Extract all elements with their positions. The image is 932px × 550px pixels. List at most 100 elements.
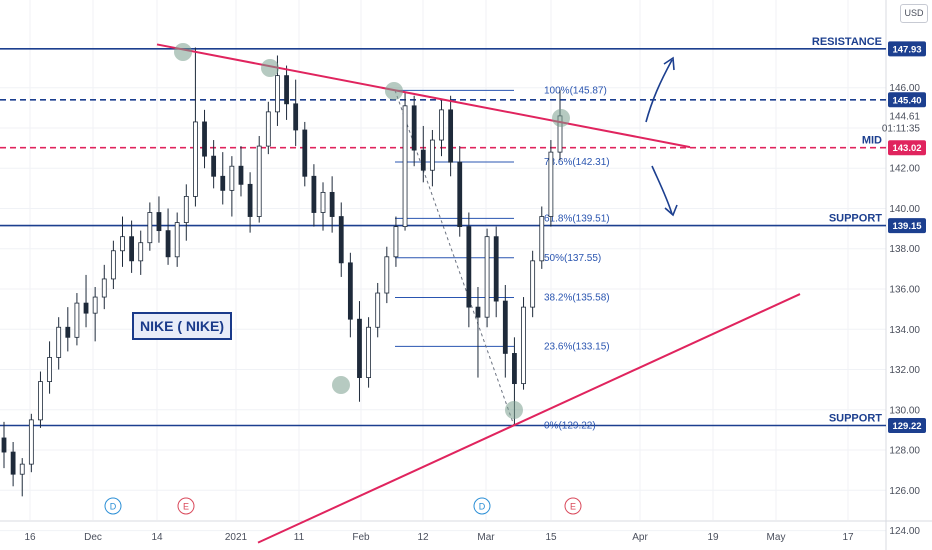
price-tick-label: 128.00 (889, 446, 920, 457)
time-tick-label: 17 (842, 532, 854, 543)
price-tag (888, 92, 926, 108)
candle-body (28, 419, 34, 465)
bar-countdown-label: 01:11:35 (882, 124, 921, 135)
price-tick-label: 134.00 (889, 325, 920, 336)
level-labels: RESISTANCE MID SUPPORT SUPPORT (812, 36, 882, 425)
level-label: SUPPORT (829, 213, 882, 225)
time-tick-label: Feb (352, 532, 370, 543)
event-marker-label: E (183, 502, 189, 512)
price-tick-label: 146.00 (889, 83, 920, 94)
pivot-circle (385, 82, 403, 100)
candle-body (19, 463, 25, 475)
time-axis[interactable]: 16 Dec 14 2021 11 Feb 12 Mar 15 Apr 19 May 17 (24, 532, 854, 543)
time-tick-label: 16 (24, 532, 36, 543)
candle-body (65, 326, 71, 338)
candle-body (512, 353, 517, 385)
candle-body (147, 212, 153, 244)
candle-body (238, 165, 244, 185)
level-label: SUPPORT (829, 412, 882, 424)
down-arrow-head (664, 204, 678, 217)
time-tick-label: 11 (294, 532, 305, 543)
candle-body (265, 111, 271, 147)
candle-body (548, 151, 554, 217)
price-tag (888, 140, 926, 156)
candle-body (10, 451, 16, 475)
level-label: RESISTANCE (812, 36, 882, 48)
candle-body (329, 191, 335, 217)
candles (1, 47, 563, 497)
candle-body (1, 437, 7, 453)
candle-body (92, 296, 98, 314)
time-tick-label: Mar (477, 532, 495, 543)
price-tag (888, 417, 926, 433)
price-tick-label: 140.00 (889, 204, 920, 215)
candle-body (302, 129, 308, 177)
candle-body (229, 165, 235, 191)
time-tick-label: 14 (151, 532, 163, 543)
event-marker[interactable] (177, 497, 195, 515)
price-tick-label: 132.00 (889, 365, 920, 376)
fibonacci-retracement[interactable]: 100%(145.87) 78.6%(142.31) 61.8%(139.51) 50… (394, 85, 610, 431)
price-tick-label: 130.00 (889, 405, 920, 416)
candle-body (83, 302, 89, 314)
candle-body (193, 121, 198, 197)
candle-body (384, 256, 390, 294)
price-axis[interactable]: 124.00 126.00 128.00 130.00 132.00 134.00 136.… (882, 41, 926, 537)
price-tag-label: 143.02 (892, 143, 921, 154)
descending-trendline[interactable] (156, 43, 691, 149)
candle-body (539, 216, 545, 262)
time-tick-label: 15 (545, 532, 557, 543)
time-tick-label: Apr (632, 532, 648, 543)
pivot-markers (174, 43, 570, 419)
candle-body (110, 250, 116, 280)
projection-arrows (645, 56, 678, 217)
candle-body (183, 196, 189, 223)
candle-body (275, 75, 280, 113)
event-marker[interactable] (104, 497, 122, 515)
fib-level-label: 100%(145.87) (544, 85, 607, 96)
candle-body (174, 222, 180, 258)
price-tick-label: 138.00 (889, 244, 920, 255)
candle-body (475, 306, 481, 318)
event-marker[interactable] (564, 497, 582, 515)
fib-level-label: 50%(137.55) (544, 253, 601, 264)
candle-body (120, 236, 125, 252)
candle-body (284, 75, 289, 105)
up-arrow-head (663, 56, 675, 71)
candle-body (457, 161, 463, 228)
fib-level-label: 0%(129.22) (544, 420, 596, 431)
candle-body (393, 226, 399, 258)
price-tag-label: 129.22 (892, 421, 921, 432)
candle-body (402, 105, 408, 228)
trendlines[interactable] (156, 43, 801, 544)
event-marker[interactable] (473, 497, 491, 515)
time-tick-label: Dec (84, 532, 102, 543)
fib-level-label: 78.6%(142.31) (544, 157, 610, 168)
candle-body (202, 121, 207, 157)
candle-body (247, 183, 253, 217)
candle-body (220, 175, 226, 191)
price-tick-label: 124.00 (889, 526, 920, 537)
candle-body (129, 236, 135, 262)
candle-body (156, 212, 162, 232)
price-tag-label: 145.40 (892, 95, 921, 106)
candle-body (493, 236, 499, 302)
price-tag-label: 147.93 (892, 44, 921, 55)
candle-body (56, 326, 62, 358)
fib-level-label: 61.8%(139.51) (544, 213, 610, 224)
candle-body (375, 292, 381, 328)
candle-body (420, 149, 426, 171)
ascending-trendline[interactable] (257, 293, 801, 544)
pivot-circle (174, 43, 192, 61)
fib-level-label: 23.6%(133.15) (544, 341, 610, 352)
time-tick-label: 2021 (225, 532, 248, 543)
last-price-label: 144.61 (889, 112, 920, 123)
candle-body (165, 230, 171, 258)
candle-body (357, 318, 362, 378)
candle-body (311, 175, 317, 213)
candle-body (502, 300, 508, 354)
currency-label[interactable]: USD (900, 4, 928, 23)
event-marker-label: D (110, 502, 117, 512)
